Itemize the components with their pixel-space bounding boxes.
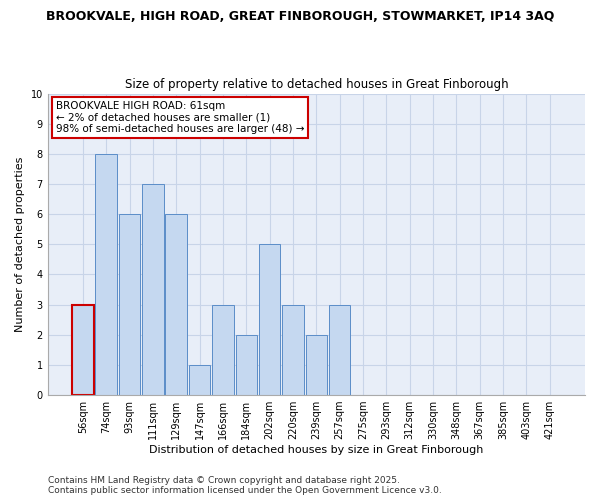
X-axis label: Distribution of detached houses by size in Great Finborough: Distribution of detached houses by size … bbox=[149, 445, 484, 455]
Bar bbox=[236, 335, 257, 395]
Bar bbox=[305, 335, 327, 395]
Bar bbox=[259, 244, 280, 395]
Bar bbox=[212, 304, 233, 395]
Bar bbox=[166, 214, 187, 395]
Bar bbox=[282, 304, 304, 395]
Bar bbox=[329, 304, 350, 395]
Text: Contains HM Land Registry data © Crown copyright and database right 2025.
Contai: Contains HM Land Registry data © Crown c… bbox=[48, 476, 442, 495]
Y-axis label: Number of detached properties: Number of detached properties bbox=[15, 156, 25, 332]
Bar bbox=[142, 184, 164, 395]
Bar bbox=[72, 304, 94, 395]
Bar bbox=[119, 214, 140, 395]
Bar bbox=[95, 154, 117, 395]
Text: BROOKVALE, HIGH ROAD, GREAT FINBOROUGH, STOWMARKET, IP14 3AQ: BROOKVALE, HIGH ROAD, GREAT FINBOROUGH, … bbox=[46, 10, 554, 23]
Text: BROOKVALE HIGH ROAD: 61sqm
← 2% of detached houses are smaller (1)
98% of semi-d: BROOKVALE HIGH ROAD: 61sqm ← 2% of detac… bbox=[56, 101, 304, 134]
Title: Size of property relative to detached houses in Great Finborough: Size of property relative to detached ho… bbox=[125, 78, 508, 91]
Bar bbox=[189, 365, 211, 395]
